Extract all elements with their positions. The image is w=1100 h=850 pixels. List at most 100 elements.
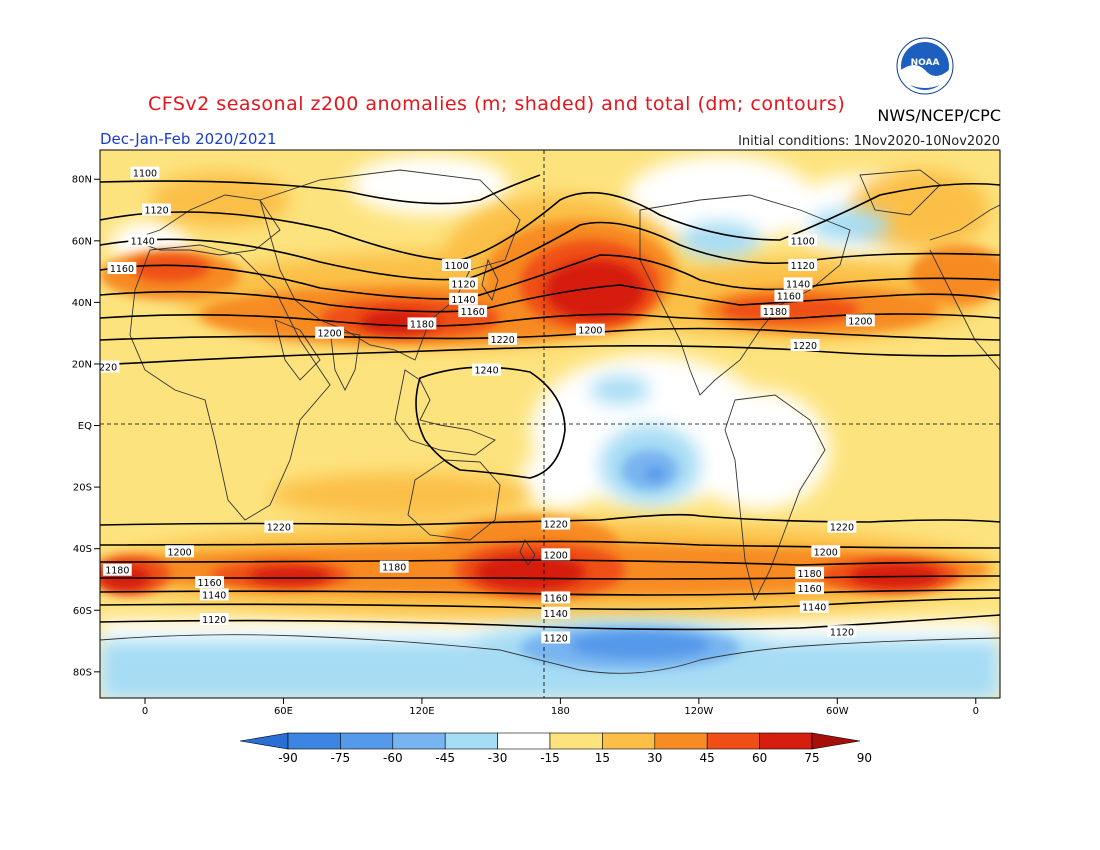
contour-label-text: 1140 (451, 295, 475, 306)
contour-label: 1220 (541, 517, 571, 531)
contour-label: 1160 (541, 591, 571, 604)
contour-label-text: 1200 (578, 326, 602, 337)
colorbar-swatch (549, 732, 603, 750)
contour-label-text: 1100 (444, 261, 468, 272)
colorbar-label: 60 (752, 751, 767, 765)
colorbar-arrow-low (239, 732, 289, 750)
contour-label-text: 1140 (786, 279, 810, 290)
contour-label-bg (790, 338, 820, 351)
lat-tick-label: 20N (72, 359, 92, 370)
contour-label-text: 1180 (105, 566, 129, 577)
lon-tick-label: 120W (684, 706, 713, 717)
contour-label-bg (128, 234, 158, 247)
contour-label: 1140 (799, 600, 829, 614)
contour-labels: 1100112011401160120011801220124011001120… (100, 166, 875, 644)
contour-label-text: 1220 (491, 335, 515, 346)
lat-tick-label: 60N (72, 236, 92, 247)
contour-label-text: 1100 (791, 236, 815, 247)
lon-tick-label: 180 (551, 706, 570, 717)
noaa-logo-text: NOAA (911, 58, 940, 68)
contour-label-bg (788, 258, 818, 271)
contour-label: 1180 (102, 563, 132, 577)
agency-label: NWS/NCEP/CPC (877, 106, 1001, 125)
contour-label-bg (760, 305, 790, 318)
colorbar-label: -90 (278, 751, 298, 765)
contour-label: 1120 (541, 631, 571, 644)
contour-label-bg (472, 363, 501, 376)
colorbar-label: 15 (595, 751, 610, 765)
colorbar-swatch (497, 732, 551, 750)
contour-label-text: 1180 (763, 307, 787, 318)
contour-label-text: 1200 (848, 316, 872, 327)
anomaly-75-90 (100, 260, 940, 590)
contour-label-bg (541, 517, 571, 530)
contour-label-bg (102, 563, 132, 576)
contour-label-bg (811, 545, 841, 558)
contour-label-text: 1160 (798, 584, 822, 595)
lat-tick-label: 40S (73, 544, 92, 555)
contour-label-bg (264, 520, 294, 533)
contour-label: 220 (100, 360, 120, 374)
colorbar-label: 45 (700, 751, 715, 765)
lon-tick-label: 60E (274, 706, 293, 717)
noaa-logo: NOAA (896, 37, 954, 95)
contour-label-bg (827, 625, 857, 638)
contour-label-text: 1220 (830, 523, 854, 534)
colorbar-label: -75 (331, 751, 351, 765)
contour-label-text: 1200 (318, 329, 342, 340)
contour-label: 1160 (458, 305, 488, 318)
contour-label-text: 1240 (474, 366, 498, 377)
contour-label-bg (107, 262, 137, 275)
contour-label-bg (407, 317, 437, 330)
colorbar-swatch (392, 732, 446, 750)
contour-label-text: 1120 (791, 261, 815, 272)
contour-label-bg (449, 292, 478, 305)
contour-label: 1200 (845, 314, 875, 327)
contour-label-text: 1120 (544, 633, 568, 644)
contour-label-text: 1140 (544, 609, 568, 620)
contour-label: 1160 (195, 576, 225, 589)
latitude-axis: 80N 60N 40N 20N EQ 20S 40S 60S 80S (72, 175, 100, 678)
contour-label-bg (379, 560, 409, 573)
contour-label: 1140 (783, 277, 813, 290)
contour-label-bg (195, 576, 225, 589)
contour-label-bg (100, 360, 120, 373)
contour-label-bg (783, 277, 813, 290)
contour-label: 1220 (264, 520, 294, 534)
contour-label-bg (458, 305, 488, 318)
colorbar-label: 90 (857, 751, 872, 765)
contour-label-text: 1140 (802, 603, 826, 614)
contour-label-text: 1200 (814, 547, 838, 558)
anomaly-negative-core (520, 450, 740, 670)
contour-label: 1200 (811, 545, 841, 558)
colorbar-label: -45 (435, 751, 455, 765)
longitude-axis: 0 60E 120E 180 120W 60W 0 (142, 698, 979, 717)
colorbar-label: -30 (488, 751, 508, 765)
contour-label: 1120 (142, 203, 171, 217)
contour-label: 1180 (760, 305, 790, 318)
contour-label: 1140 (128, 234, 158, 247)
chart-title: CFSv2 seasonal z200 anomalies (m; shaded… (148, 93, 845, 115)
colorbar-swatch (654, 732, 708, 750)
contour-label-text: 1200 (544, 550, 568, 561)
contour-label-text: 1160 (544, 593, 568, 604)
lon-tick-label: 0 (142, 706, 148, 717)
contour-label-bg (541, 591, 571, 604)
colorbar-label: 30 (647, 751, 662, 765)
contour-label-bg (541, 606, 571, 619)
lat-tick-label: EQ (78, 421, 92, 432)
contour-label-text: 1120 (451, 279, 475, 290)
contour-label-bg (199, 588, 229, 601)
lon-tick-label: 0 (973, 706, 979, 717)
lon-tick-label: 60W (826, 706, 849, 717)
lat-tick-label: 40N (72, 298, 92, 309)
colorbar-swatch (340, 732, 394, 750)
lon-tick-label: 120E (409, 706, 434, 717)
contour-label: 1220 (488, 332, 518, 346)
contour-label-text: 1220 (793, 341, 817, 352)
contour-label-bg (315, 326, 345, 339)
colorbar-swatch (706, 732, 760, 750)
contour-label-text: 1120 (202, 615, 226, 626)
contour-label: 1200 (541, 548, 571, 561)
contour-label-text: 1160 (777, 292, 801, 303)
